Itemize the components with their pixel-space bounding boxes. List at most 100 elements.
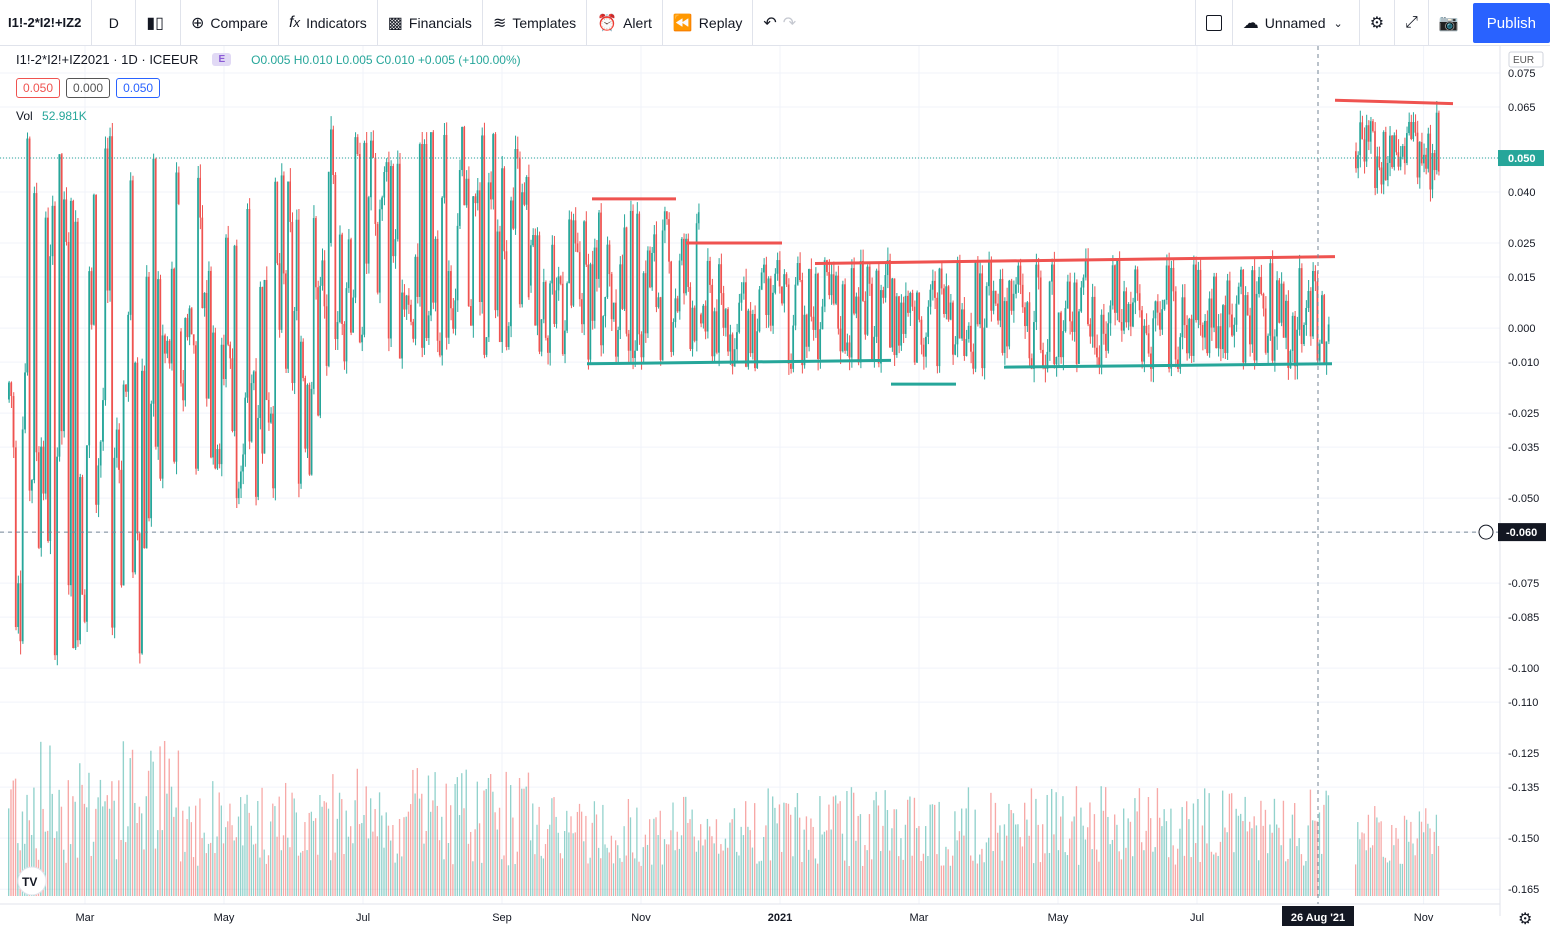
volume-bar [1249, 821, 1251, 896]
candle-body [197, 177, 199, 469]
volume-bar [1420, 821, 1423, 896]
candle-body [1123, 291, 1125, 331]
candle-body [534, 235, 536, 326]
candle-body [485, 337, 488, 355]
candle-body [697, 212, 700, 224]
volume-bar [877, 805, 880, 896]
candle-body [1012, 293, 1015, 311]
volume-bar [1114, 814, 1116, 896]
sell-pill[interactable]: 0.050 [16, 78, 61, 98]
volume-bar [1233, 852, 1235, 896]
candle-body [1181, 297, 1184, 338]
volume-bar [443, 859, 445, 896]
chart-type-button[interactable]: ▮▯ [136, 0, 181, 46]
candle-body [700, 314, 702, 324]
volume-bar [454, 784, 456, 896]
snapshot-button[interactable]: 📷 [1429, 0, 1469, 46]
candle-body [334, 174, 337, 340]
volume-bar [1246, 831, 1249, 896]
candle-body [443, 134, 446, 198]
fullscreen-toggle-button[interactable] [1194, 0, 1233, 46]
candle-body [37, 452, 40, 548]
volume-bar [765, 825, 767, 896]
volume-bar [1195, 843, 1197, 896]
volume-bar [518, 777, 521, 896]
volume-bar [1391, 825, 1393, 896]
candle-body [787, 284, 790, 364]
candle-body [21, 429, 24, 642]
symbol-search-button[interactable]: I1!-2*I2!+IZ2 [0, 0, 93, 46]
candle-body [1132, 302, 1134, 327]
compare-button[interactable]: ⊕ Compare [181, 0, 279, 46]
volume-bar [1132, 856, 1134, 896]
volume-bar [632, 852, 634, 896]
volume-bar [704, 839, 706, 896]
publish-button[interactable]: Publish [1472, 3, 1550, 43]
volume-bar [190, 822, 192, 896]
volume-bar [1100, 786, 1102, 896]
alert-button[interactable]: ⏰ Alert [587, 0, 663, 46]
plus-circle-icon: ⊕ [190, 14, 205, 32]
templates-icon: ≋ [492, 14, 507, 32]
volume-bar [1303, 865, 1305, 896]
volume-bar [839, 801, 841, 896]
candle-body [463, 126, 466, 206]
volume-bar [1435, 814, 1438, 896]
candle-body [1251, 270, 1254, 345]
candle-body [913, 306, 916, 363]
volume-bar [979, 854, 981, 896]
redo-icon[interactable]: ↷ [782, 14, 797, 32]
volume-bar [285, 782, 287, 896]
volume-bar [638, 861, 640, 896]
volume-bar [760, 860, 763, 896]
candle-body [297, 219, 300, 484]
volume-bar [21, 811, 24, 896]
volume-bar [674, 850, 676, 896]
replay-button[interactable]: ⏪ Replay [663, 0, 754, 46]
settings-button[interactable]: ⚙ [1360, 0, 1396, 46]
price-tick-label: -0.035 [1508, 442, 1539, 454]
price-tick-label: -0.100 [1508, 663, 1539, 675]
indicators-button[interactable]: fx Indicators [279, 0, 378, 46]
volume-bar [711, 836, 713, 896]
candle-body [321, 260, 324, 286]
price-chart[interactable]: 0.075 0.065 0.050 0.040 0.025 0.015 0.000 -0.01… [0, 46, 1550, 926]
candle-body [857, 296, 860, 363]
candle-body [496, 231, 499, 311]
interval-button[interactable]: D [92, 0, 137, 46]
candle-body [222, 344, 225, 380]
add-alert-icon [1478, 524, 1494, 540]
volume-bar [1066, 855, 1069, 896]
volume-bar [837, 803, 839, 896]
fullscreen-button[interactable]: ⤢ [1395, 0, 1429, 46]
financials-button[interactable]: ▩ Financials [378, 0, 483, 46]
candle-body [1389, 135, 1391, 163]
volume-bar [1192, 803, 1195, 896]
candle-body [920, 319, 923, 345]
price-axis[interactable]: 0.075 0.065 0.050 0.040 0.025 0.015 0.000 -0.01… [1499, 46, 1550, 926]
candle-body [432, 132, 434, 303]
volume-bar [315, 818, 317, 896]
candle-body [792, 325, 795, 369]
candle-body [1260, 276, 1263, 294]
volume-bar [129, 758, 131, 896]
candle-body [578, 252, 581, 300]
volume-bar [1098, 861, 1100, 896]
drawn-levels [586, 98, 1454, 386]
volume-bar [598, 847, 600, 896]
undo-icon[interactable]: ↶ [763, 14, 777, 32]
layout-name-button[interactable]: ☁ Unnamed ⌄ [1233, 0, 1360, 46]
templates-button[interactable]: ≋ Templates [483, 0, 588, 46]
buy-pill[interactable]: 0.050 [116, 78, 161, 98]
volume-bar [929, 804, 931, 896]
candle-body [1084, 260, 1087, 278]
candle-body [470, 306, 472, 326]
earnings-badge[interactable]: E [212, 53, 232, 66]
time-tick-label: May [214, 912, 235, 924]
legend-title[interactable]: I1!-2*I2!+IZ2021 · 1D · ICEEUR [16, 52, 199, 67]
candle-body [1035, 264, 1038, 323]
volume-bar [1051, 788, 1053, 896]
candle-body [1073, 282, 1076, 332]
time-axis[interactable]: Mar May Jul Sep Nov 2021 Mar May Jul Nov ⚙ [0, 903, 1532, 926]
volume-bar [246, 794, 248, 896]
